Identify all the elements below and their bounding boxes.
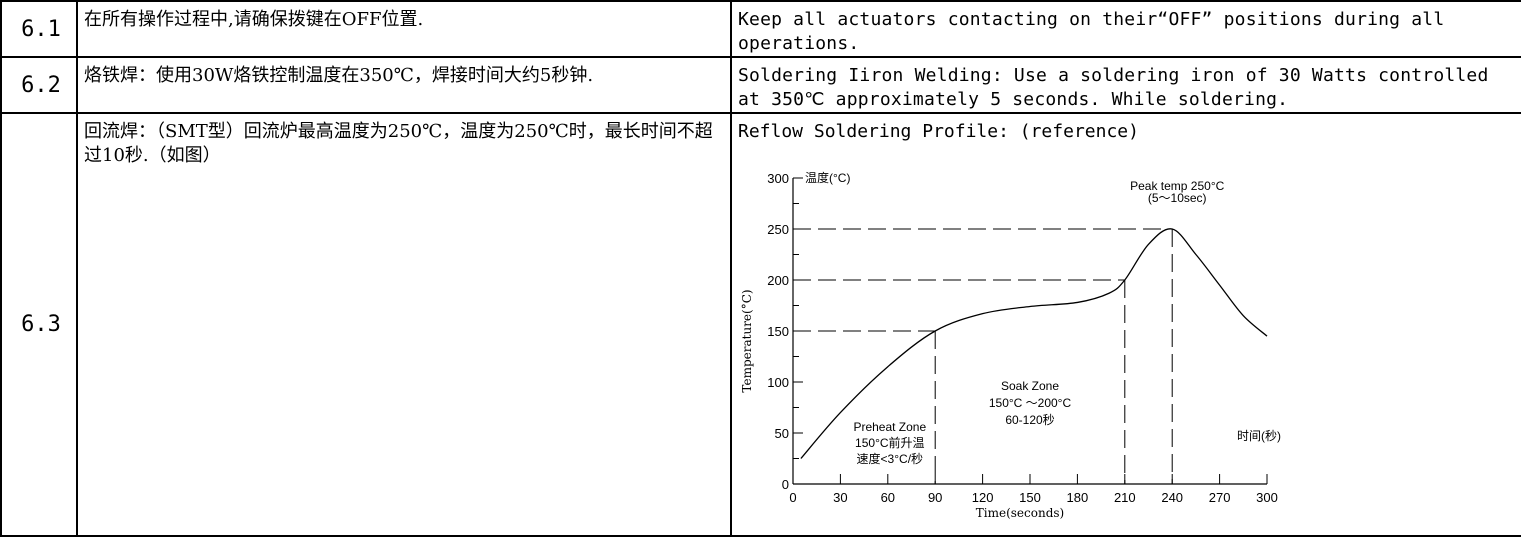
y-tick-label: 250: [767, 222, 789, 237]
temperature-profile-line: [800, 228, 1268, 459]
x-tick-label: 150: [1019, 490, 1041, 505]
y-axis-top-label: 温度(°C): [805, 170, 850, 185]
table-row: 6.2 烙铁焊：使用30W烙铁控制温度在350℃，焊接时间大约5秒钟. Sold…: [0, 56, 1521, 114]
x-tick-label: 240: [1161, 490, 1183, 505]
row-number: 6.2: [0, 56, 78, 114]
y-tick-label: 100: [767, 375, 789, 390]
x-tick-label: 180: [1067, 490, 1089, 505]
x-tick-label: 30: [833, 490, 847, 505]
chart-title: Reflow Soldering Profile: (reference): [738, 121, 1139, 142]
english-instruction: Soldering Iiron Welding: Use a soldering…: [730, 56, 1521, 114]
peak-annotation-line: (5～10sec): [1148, 191, 1207, 205]
peak-annotation-line: Peak temp 250°C: [1130, 179, 1225, 193]
preheat-zone-annotation-line: 速度<3°C/秒: [857, 451, 923, 466]
table-row: 6.3 回流焊：（SMT型）回流炉最高温度为250℃，温度为250℃时，最长时间…: [0, 112, 1521, 537]
reflow-profile-cell: Reflow Soldering Profile: (reference) 0 5…: [730, 112, 1521, 537]
x-tick-label: 300: [1256, 490, 1278, 505]
soak-zone-annotation-line: Soak Zone: [1001, 379, 1059, 393]
preheat-zone-annotation-line: Preheat Zone: [853, 420, 926, 434]
y-tick-label: 150: [767, 324, 789, 339]
y-tick-label: 50: [775, 426, 789, 441]
y-tick-label: 200: [767, 273, 789, 288]
chinese-instruction: 烙铁焊：使用30W烙铁控制温度在350℃，焊接时间大约5秒钟.: [76, 56, 732, 114]
row-number: 6.1: [0, 0, 78, 58]
x-axis-label: Time(seconds): [976, 506, 1064, 520]
x-tick-label: 90: [928, 490, 942, 505]
english-instruction: Keep all actuators contacting on their“O…: [730, 0, 1521, 58]
chinese-instruction: 回流焊：（SMT型）回流炉最高温度为250℃，温度为250℃时，最长时间不超过1…: [76, 112, 732, 537]
y-axis-label: Temperature(°C): [740, 289, 754, 392]
x-tick-label: 120: [972, 490, 994, 505]
soak-zone-annotation-line: 60-120秒: [1005, 413, 1054, 427]
row-number: 6.3: [0, 112, 78, 537]
y-tick-label: 300: [767, 171, 789, 186]
x-axis-right-label: 时间(秒): [1237, 429, 1281, 443]
table-row: 6.1 在所有操作过程中,请确保拨键在OFF位置. Keep all actua…: [0, 0, 1521, 58]
x-tick-label: 0: [789, 490, 796, 505]
reflow-profile-chart: 0 50 100 150 200 250 300 0 30 60 90 120 150 180 210 240…: [740, 170, 1281, 520]
soak-zone-annotation-line: 150°C ～200°C: [989, 396, 1072, 410]
chinese-instruction: 在所有操作过程中,请确保拨键在OFF位置.: [76, 0, 732, 58]
x-tick-label: 60: [881, 490, 895, 505]
y-tick-label: 0: [782, 477, 789, 492]
preheat-zone-annotation-line: 150°C前升温: [855, 435, 925, 450]
x-tick-label: 210: [1114, 490, 1136, 505]
x-tick-label: 270: [1209, 490, 1231, 505]
